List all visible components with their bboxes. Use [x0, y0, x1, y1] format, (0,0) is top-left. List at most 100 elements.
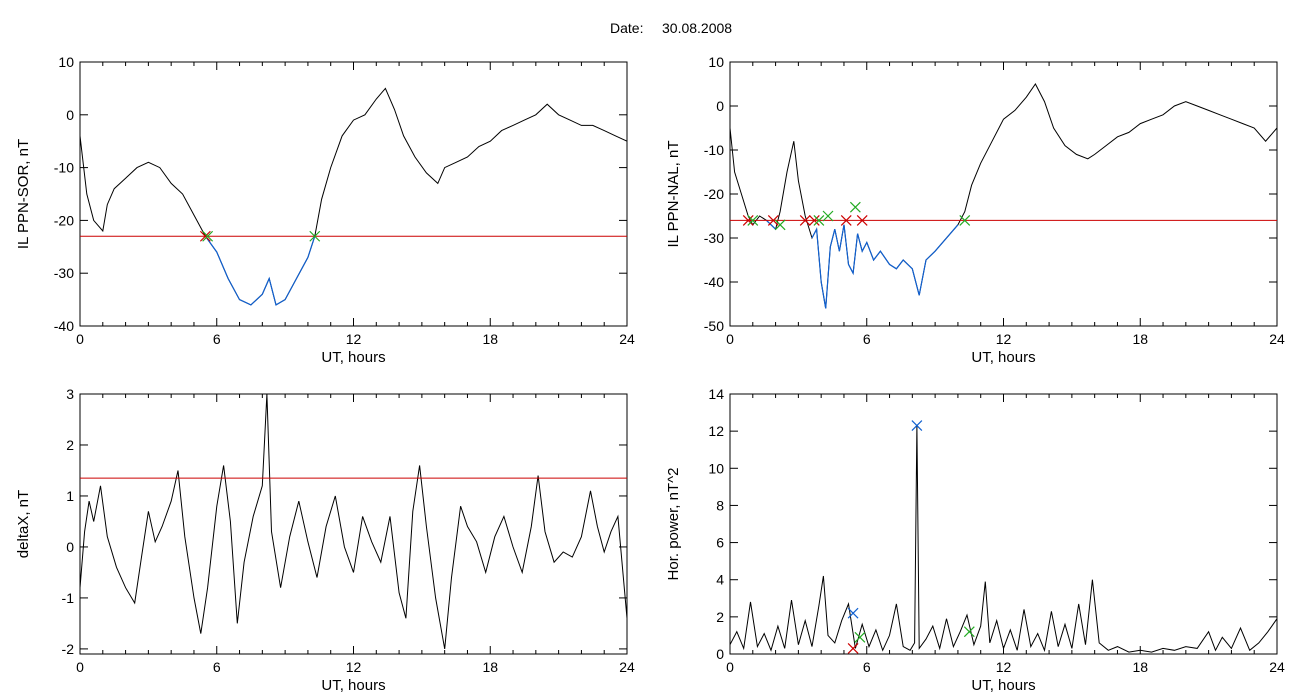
marker-stroke	[767, 214, 779, 226]
marker-stroke	[822, 210, 834, 222]
y-tick-label: -1	[62, 590, 75, 606]
series-line-0	[80, 394, 627, 649]
marker-stroke	[849, 201, 861, 213]
x-tick-label: 18	[1132, 331, 1148, 347]
y-axis-label: Hor. power, nT^2	[665, 468, 682, 581]
series-line-0	[730, 83, 1277, 309]
x-tick-label: 24	[619, 331, 635, 347]
plot-frame	[79, 393, 628, 655]
marker-stroke	[813, 214, 825, 226]
x-tick-label: 12	[996, 331, 1012, 347]
x-axis-label: UT, hours	[971, 677, 1035, 694]
y-tick-label: 0	[66, 107, 74, 123]
x-tick-label: 18	[482, 331, 498, 347]
y-tick-label: 0	[66, 539, 74, 555]
y-tick-label: -50	[704, 318, 724, 334]
marker	[799, 214, 811, 226]
y-tick-label: 1	[66, 488, 74, 504]
y-tick-label: -40	[54, 318, 74, 334]
x-tick-label: 24	[1269, 331, 1285, 347]
y-tick-label: 10	[708, 54, 724, 70]
marker	[856, 214, 868, 226]
marker	[849, 201, 861, 213]
y-tick-label: -40	[704, 274, 724, 290]
y-tick-label: 2	[716, 609, 724, 625]
y-tick-label: -10	[704, 142, 724, 158]
y-tick-label: 6	[716, 535, 724, 551]
chart-nal: 0 6 12 18 24 -50 -40 -30 -20 -10 0 10 UT, hours IL PP…	[665, 54, 1285, 366]
marker	[813, 214, 825, 226]
marker	[822, 210, 834, 222]
date-label: Date:	[610, 20, 643, 36]
y-axis-label: IL PPN-SOR, nT	[15, 139, 32, 249]
marker	[847, 643, 859, 654]
x-tick-label: 18	[482, 659, 498, 675]
marker-stroke	[742, 214, 754, 226]
marker-stroke	[856, 214, 868, 226]
marker-stroke	[799, 214, 811, 226]
marker-stroke	[911, 420, 923, 431]
x-axis-label: UT, hours	[321, 677, 385, 694]
x-tick-label: 24	[1269, 659, 1285, 675]
marker	[202, 230, 214, 242]
marker-stroke	[854, 631, 866, 643]
y-axis-label: IL PPN-NAL, nT	[665, 141, 682, 248]
x-tick-label: 24	[619, 659, 635, 675]
x-tick-label: 6	[863, 331, 871, 347]
x-tick-label: 12	[346, 659, 362, 675]
y-tick-label: 4	[716, 572, 724, 588]
y-tick-label: -20	[54, 212, 74, 228]
marker-stroke	[959, 214, 971, 226]
marker-stroke	[808, 214, 820, 226]
marker-stroke	[963, 626, 975, 638]
y-tick-label: 10	[58, 54, 74, 70]
y-tick-label: -20	[704, 186, 724, 202]
series-below-threshold	[811, 224, 959, 309]
y-tick-label: 14	[708, 386, 724, 402]
marker	[309, 230, 321, 242]
marker-stroke	[847, 607, 859, 619]
x-tick-label: 6	[213, 659, 221, 675]
y-tick-label: -30	[54, 265, 74, 281]
x-tick-label: 0	[76, 331, 84, 347]
series-line-0	[730, 425, 1277, 653]
marker-stroke	[199, 230, 211, 242]
marker	[774, 219, 786, 231]
figure-title: Date: 30.08.2008	[610, 20, 732, 36]
x-tick-label: 12	[996, 659, 1012, 675]
marker-stroke	[847, 643, 859, 654]
x-tick-label: 18	[1132, 659, 1148, 675]
plot-frame	[729, 393, 1278, 655]
x-tick-label: 6	[213, 331, 221, 347]
y-tick-label: 10	[708, 460, 724, 476]
y-tick-label: 0	[716, 98, 724, 114]
marker	[847, 607, 859, 619]
x-tick-label: 0	[726, 331, 734, 347]
marker	[767, 214, 779, 226]
marker	[911, 420, 923, 431]
y-tick-label: 3	[66, 386, 74, 402]
marker	[963, 626, 975, 638]
x-tick-label: 6	[863, 659, 871, 675]
marker	[742, 214, 754, 226]
x-tick-label: 0	[76, 659, 84, 675]
chart-sor: 0 6 12 18 24 -40 -30 -20 -10 0 10 UT, hours IL PPN-S…	[15, 54, 635, 366]
series-line-0	[80, 87, 627, 306]
y-tick-label: 0	[716, 646, 724, 662]
plot-frame	[729, 61, 1278, 327]
marker-stroke	[202, 230, 214, 242]
y-tick-label: -30	[704, 230, 724, 246]
y-tick-label: 12	[708, 423, 724, 439]
marker	[808, 214, 820, 226]
marker	[840, 214, 852, 226]
x-tick-label: 0	[726, 659, 734, 675]
series-below-threshold	[766, 219, 777, 230]
marker	[854, 631, 866, 643]
marker	[959, 214, 971, 226]
marker	[747, 214, 759, 226]
marker-stroke	[309, 230, 321, 242]
